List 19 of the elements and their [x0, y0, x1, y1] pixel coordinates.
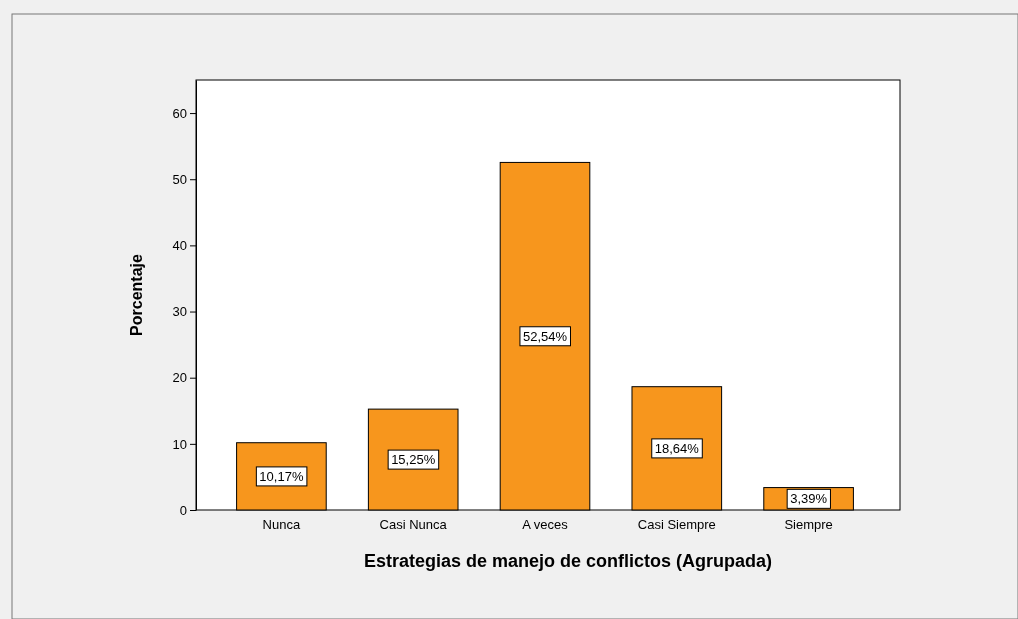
data-label: 3,39% [790, 491, 828, 507]
x-tick-label: Casi Siempre [637, 517, 716, 533]
data-label: 10,17% [259, 468, 304, 484]
y-tick-label: 20 [172, 370, 187, 386]
x-tick-label: Nunca [262, 517, 301, 533]
y-tick-label: 40 [172, 238, 187, 254]
data-label: 15,25% [391, 452, 436, 468]
y-tick-label: 50 [172, 171, 187, 187]
x-tick-label: Siempre [784, 517, 833, 533]
y-tick-label: 0 [179, 502, 187, 518]
y-tick-label: 30 [172, 304, 187, 320]
data-label: 52,54% [522, 328, 568, 344]
y-tick-label: 60 [172, 105, 187, 121]
x-axis-title: Estrategias de manejo de conflictos (Agrupada) [363, 551, 773, 571]
y-axis-title: Porcentaje [128, 253, 145, 336]
x-tick-label: Casi Nunca [379, 517, 448, 533]
y-tick-label: 10 [172, 436, 187, 452]
data-label: 18,64% [654, 440, 700, 456]
x-tick-label: A veces [522, 517, 569, 533]
